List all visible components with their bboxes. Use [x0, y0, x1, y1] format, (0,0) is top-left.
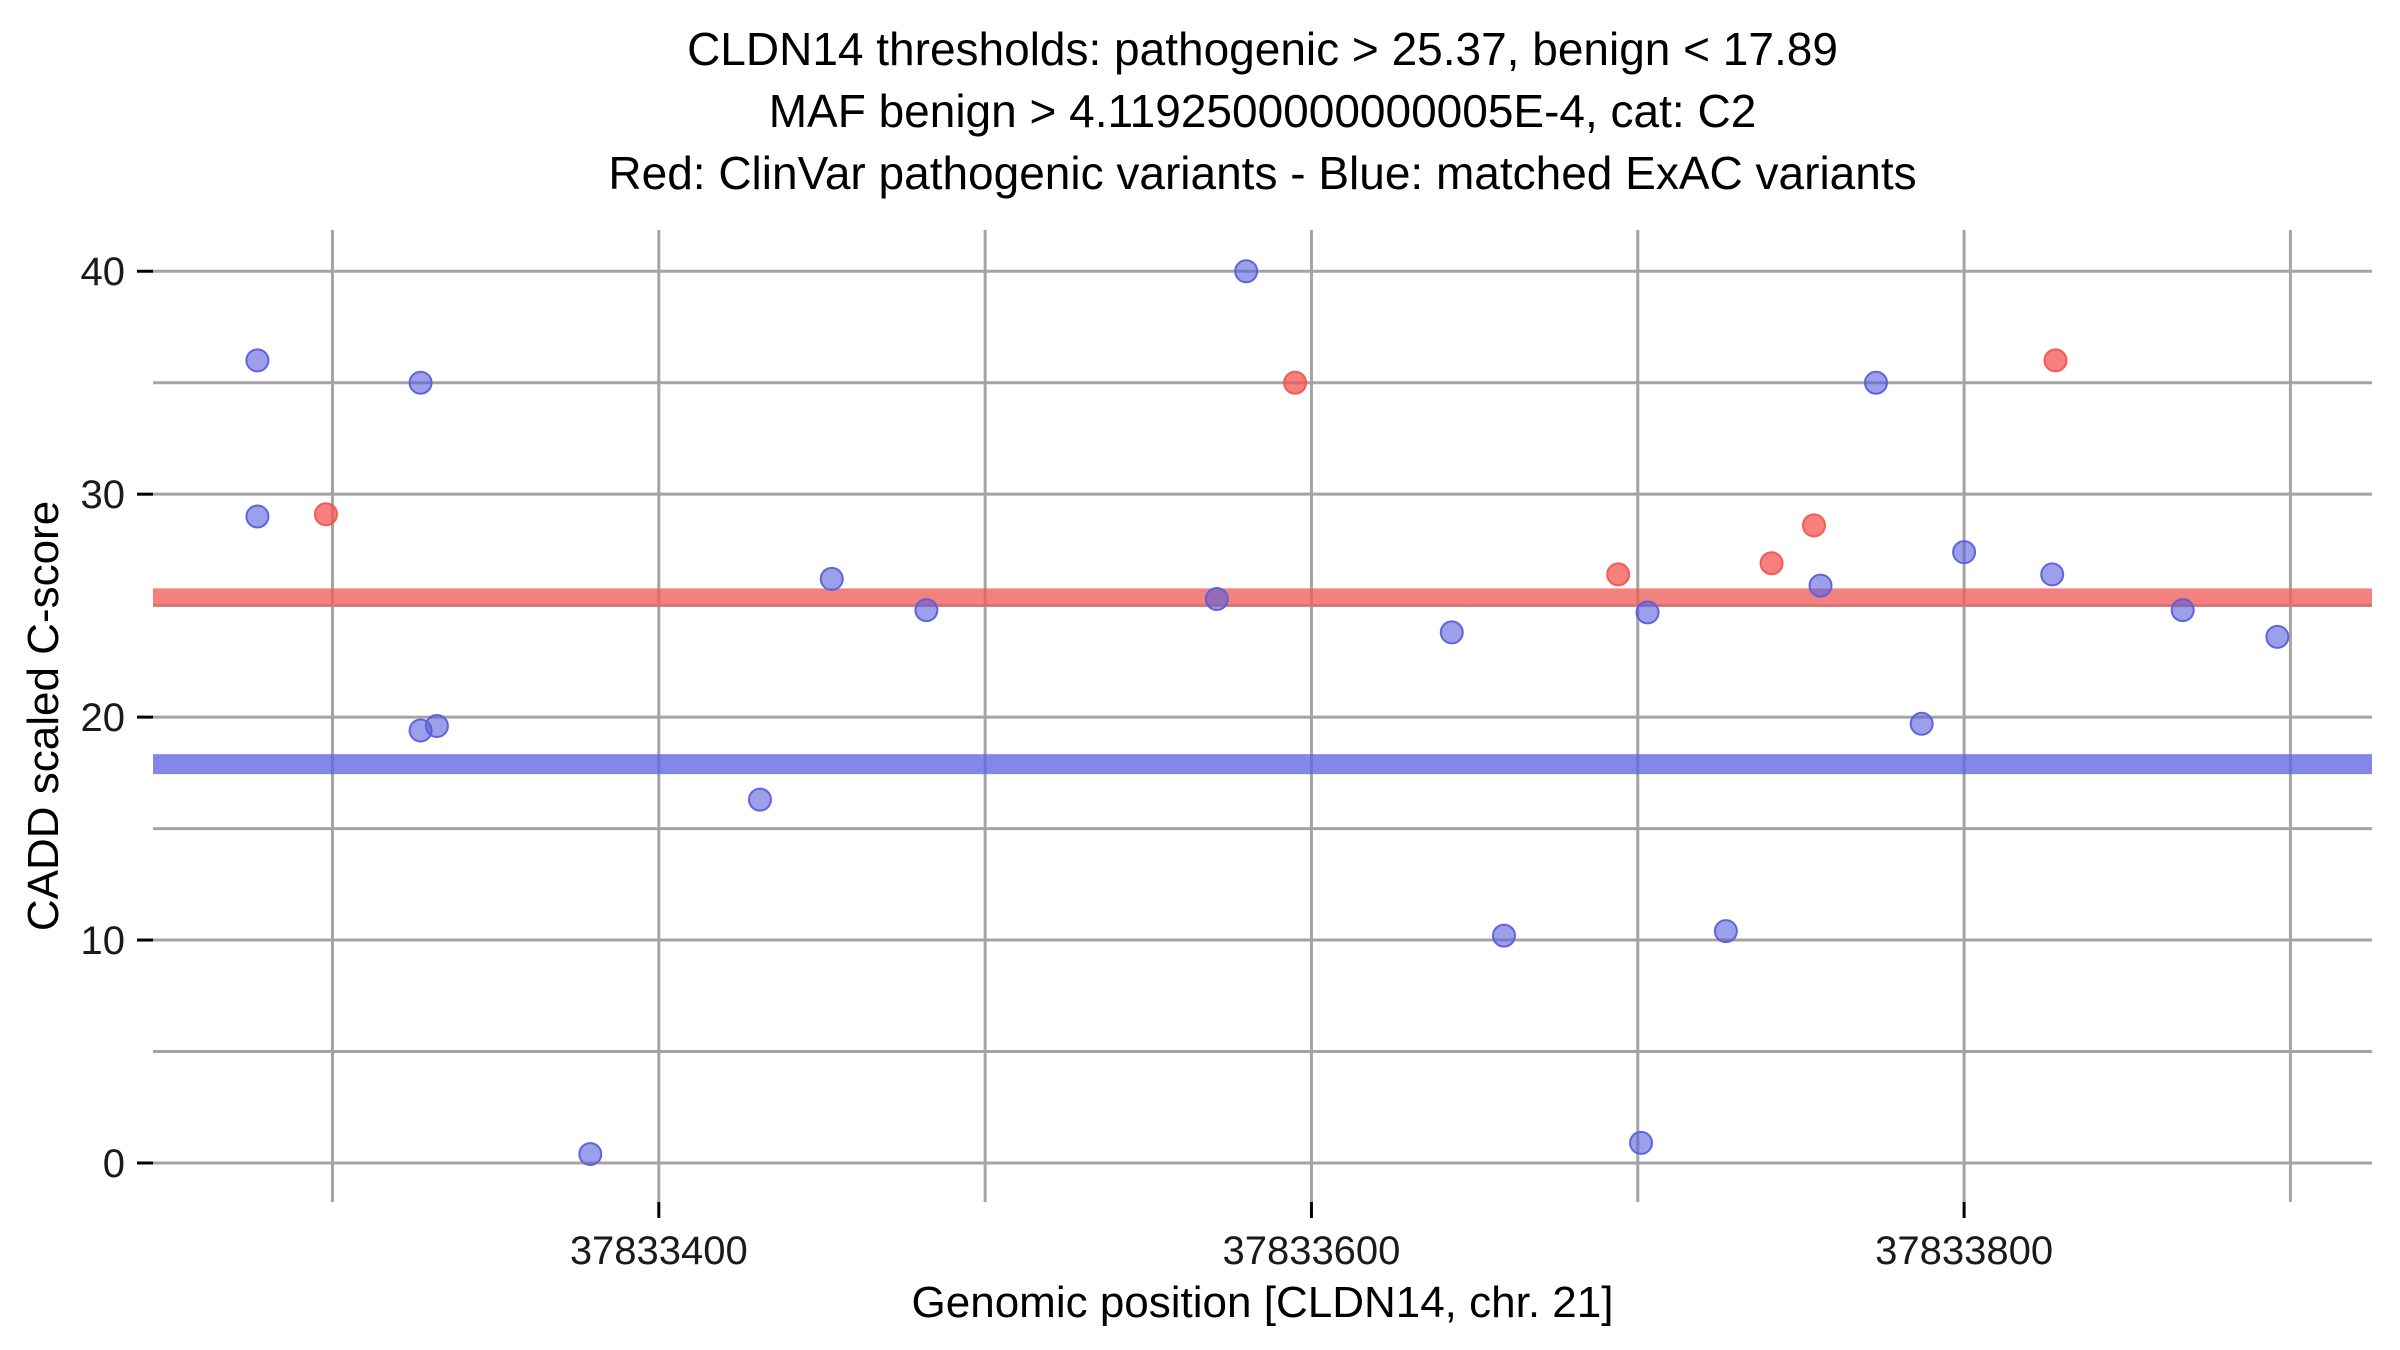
title-line-2: MAF benign > 4.1192500000000005E-4, cat:… — [768, 85, 1757, 137]
y-tick-label: 20 — [81, 696, 126, 740]
x-tick-label: 37833400 — [570, 1229, 748, 1273]
exac-variant-point — [819, 566, 844, 591]
pathogenic-variant-point — [1801, 513, 1826, 538]
pathogenic-variant-point — [2043, 348, 2068, 373]
exac-variant-point — [578, 1142, 603, 1167]
pathogenic-variant-point — [1606, 562, 1631, 587]
exac-variant-point — [747, 787, 772, 812]
x-tick-label: 37833600 — [1222, 1229, 1400, 1273]
exac-variant-point — [2040, 562, 2065, 587]
exac-variant-point — [1713, 919, 1738, 944]
exac-variant-point — [2170, 598, 2195, 623]
pathogenic-threshold-band — [153, 588, 2372, 607]
benign-threshold-band — [153, 754, 2372, 775]
exac-variant-point — [424, 714, 449, 739]
title-line-3: Red: ClinVar pathogenic variants - Blue:… — [608, 147, 1917, 199]
exac-variant-point — [1909, 711, 1934, 736]
exac-variant-point — [1952, 540, 1977, 565]
title-line-1: CLDN14 thresholds: pathogenic > 25.37, b… — [687, 23, 1838, 75]
exac-variant-point — [914, 598, 939, 623]
pathogenic-variant-point — [313, 502, 338, 527]
y-tick-label: 30 — [81, 473, 126, 517]
exac-variant-point — [1808, 573, 1833, 598]
x-tick-label: 37833800 — [1875, 1229, 2053, 1273]
exac-variant-point — [1204, 586, 1229, 611]
exac-variant-point — [1234, 259, 1259, 284]
exac-variant-point — [2265, 624, 2290, 649]
y-tick-label: 10 — [81, 919, 126, 963]
exac-variant-point — [245, 504, 270, 529]
x-axis-label: Genomic position [CLDN14, chr. 21] — [911, 1278, 1614, 1327]
pathogenic-variant-point — [1759, 551, 1784, 576]
exac-variant-point — [1491, 923, 1516, 948]
y-tick-label: 40 — [81, 250, 126, 294]
exac-variant-point — [1629, 1130, 1654, 1155]
exac-variant-point — [408, 370, 433, 395]
exac-variant-point — [245, 348, 270, 373]
y-tick-label: 0 — [103, 1142, 125, 1186]
exac-variant-point — [1863, 370, 1888, 395]
exac-variant-point — [1635, 600, 1660, 625]
chart-title: CLDN14 thresholds: pathogenic > 25.37, b… — [153, 18, 2372, 204]
pathogenic-variant-point — [1283, 370, 1308, 395]
exac-variant-point — [1439, 620, 1464, 645]
